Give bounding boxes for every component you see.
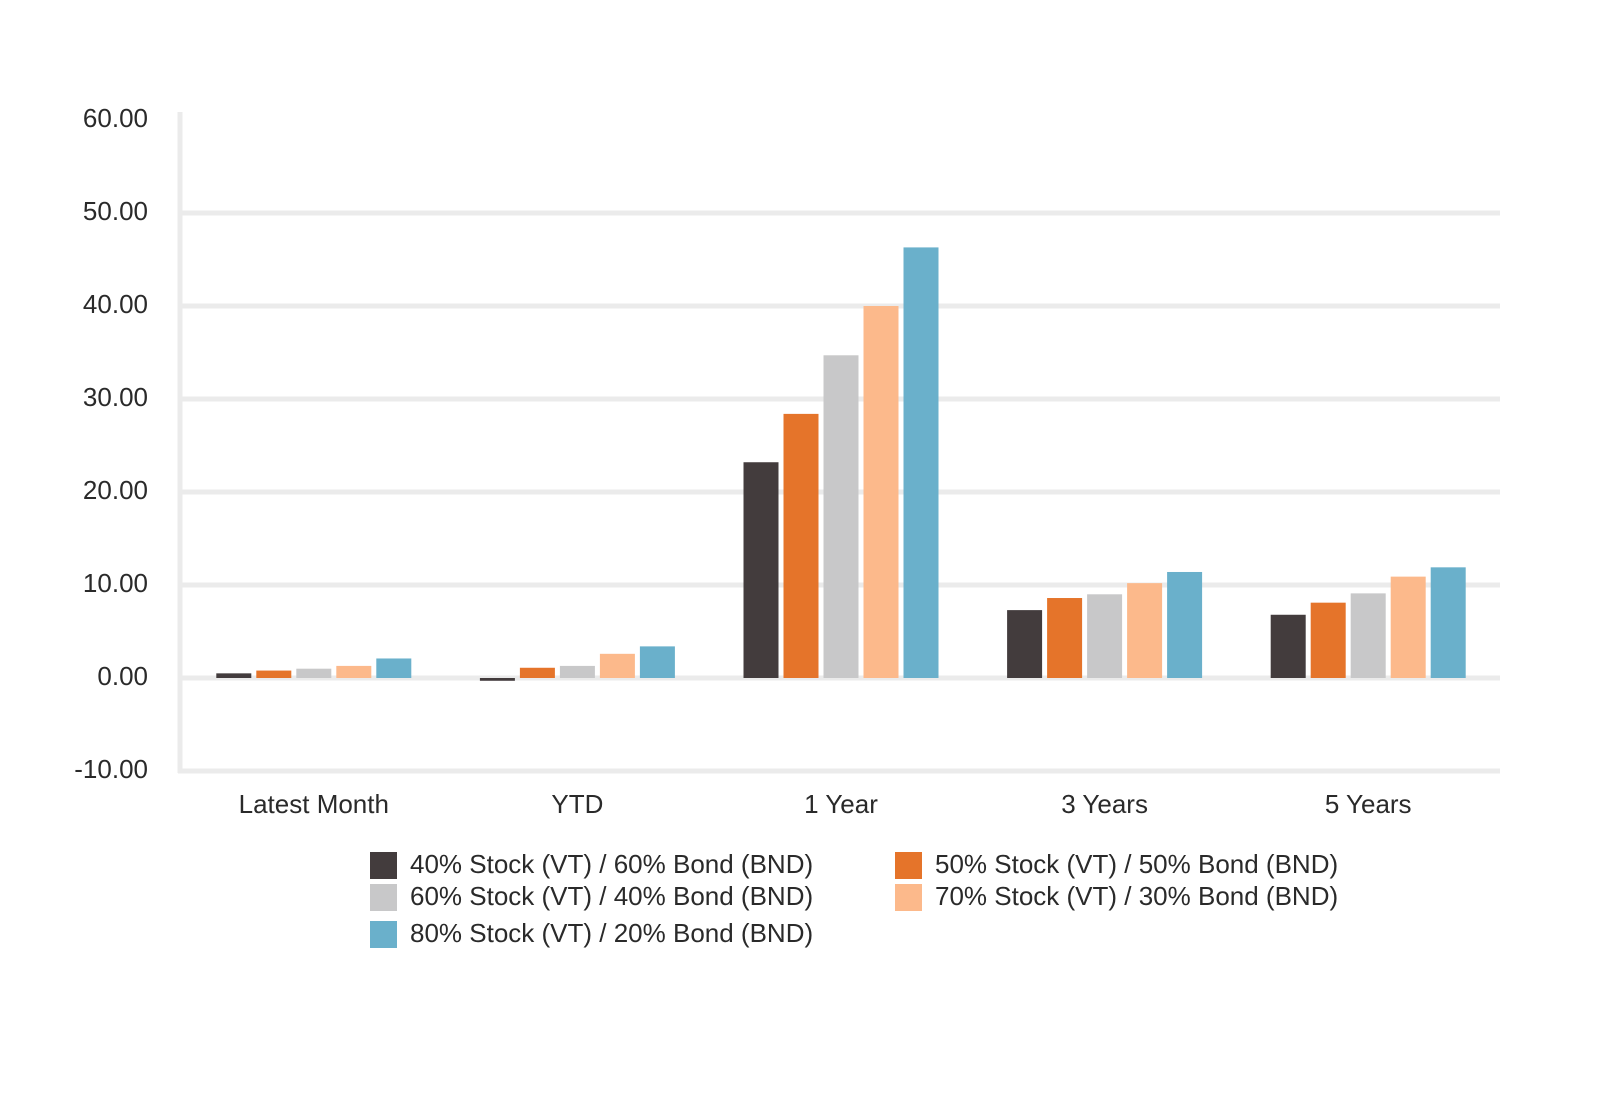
legend-swatch [895, 884, 922, 911]
bar [1167, 571, 1203, 678]
y-tick-label: 0.00 [97, 661, 148, 691]
legend-swatch [370, 852, 397, 879]
x-tick-label: 3 Years [1061, 789, 1148, 819]
bar [256, 670, 292, 678]
legend-label: 60% Stock (VT) / 40% Bond (BND) [410, 881, 813, 911]
legend-swatch [370, 884, 397, 911]
bars [216, 247, 1466, 681]
bar [559, 665, 595, 678]
y-tick-label: -10.00 [74, 754, 148, 784]
legend-swatch [895, 852, 922, 879]
bar [783, 413, 819, 678]
bar [1007, 610, 1043, 678]
y-tick-label: 40.00 [83, 289, 148, 319]
legend-label: 50% Stock (VT) / 50% Bond (BND) [935, 849, 1338, 879]
x-tick-label: YTD [551, 789, 603, 819]
y-tick-label: 20.00 [83, 475, 148, 505]
bar [376, 658, 412, 678]
legend-label: 80% Stock (VT) / 20% Bond (BND) [410, 918, 813, 948]
y-tick-label: 50.00 [83, 196, 148, 226]
legend: 40% Stock (VT) / 60% Bond (BND) 50% Stock… [370, 849, 1338, 948]
legend-label: 70% Stock (VT) / 30% Bond (BND) [935, 881, 1338, 911]
bar [823, 355, 859, 678]
bar [863, 306, 899, 678]
bar [599, 653, 635, 678]
y-tick-label: 10.00 [83, 568, 148, 598]
axes [177, 112, 1500, 774]
bar [1390, 576, 1426, 678]
bar [336, 665, 372, 678]
bar [519, 667, 555, 678]
bar [216, 673, 252, 678]
legend-swatch [370, 921, 397, 948]
y-tick-label: 60.00 [83, 103, 148, 133]
bar [1310, 602, 1346, 678]
bar [1127, 583, 1163, 678]
x-tick-label: Latest Month [239, 789, 389, 819]
bar [1270, 614, 1306, 678]
x-tick-label: 5 Years [1325, 789, 1412, 819]
bar [296, 668, 332, 678]
legend-label: 40% Stock (VT) / 60% Bond (BND) [410, 849, 813, 879]
bar [1087, 594, 1123, 678]
bar [1430, 567, 1466, 678]
bar [639, 646, 675, 678]
bar [479, 678, 515, 681]
bar [743, 462, 779, 678]
bar [1047, 598, 1083, 678]
y-tick-label: 30.00 [83, 382, 148, 412]
bar [1350, 593, 1386, 678]
bar [903, 247, 939, 678]
y-tick-labels: 60.00 50.00 40.00 30.00 20.00 10.00 0.00 -10.00 [74, 103, 148, 784]
x-tick-labels: Latest Month YTD 1 Year 3 Years 5 Years [239, 789, 1412, 819]
x-tick-label: 1 Year [804, 789, 878, 819]
